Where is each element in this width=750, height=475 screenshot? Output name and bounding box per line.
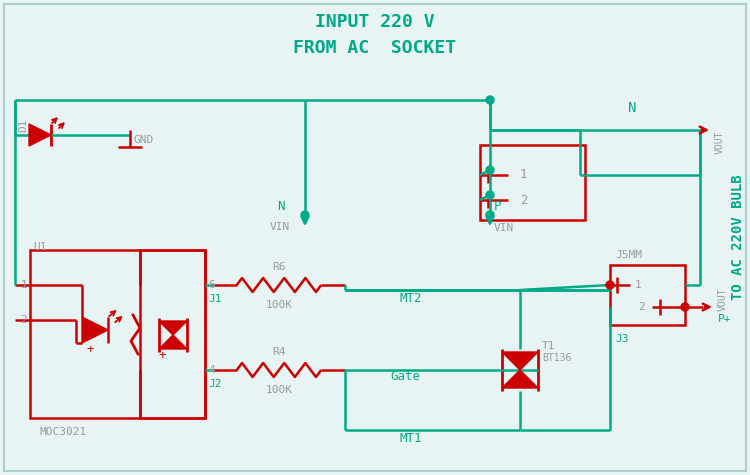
Text: 2: 2 bbox=[520, 193, 527, 207]
Circle shape bbox=[301, 211, 309, 219]
Text: FROM AC  SOCKET: FROM AC SOCKET bbox=[293, 39, 457, 57]
Text: 1: 1 bbox=[520, 169, 527, 181]
Text: R4: R4 bbox=[272, 347, 286, 357]
Polygon shape bbox=[502, 352, 538, 370]
Bar bbox=[30, 250, 205, 418]
Circle shape bbox=[606, 281, 614, 289]
Text: MOC3021: MOC3021 bbox=[40, 427, 87, 437]
Bar bbox=[140, 250, 205, 418]
Text: +: + bbox=[86, 342, 94, 355]
Text: 100K: 100K bbox=[266, 300, 292, 310]
Text: VOUT: VOUT bbox=[718, 287, 728, 311]
Text: U1: U1 bbox=[33, 242, 46, 252]
Text: R6: R6 bbox=[272, 262, 286, 272]
Text: 1: 1 bbox=[20, 280, 27, 290]
Circle shape bbox=[486, 96, 494, 104]
Text: N: N bbox=[278, 200, 285, 213]
Text: J2: J2 bbox=[208, 379, 221, 389]
Text: J1: J1 bbox=[208, 294, 221, 304]
Polygon shape bbox=[159, 321, 187, 335]
Text: MT2: MT2 bbox=[400, 292, 422, 304]
Text: INPUT 220 V: INPUT 220 V bbox=[315, 13, 435, 31]
Polygon shape bbox=[159, 335, 187, 349]
Circle shape bbox=[486, 191, 494, 199]
Text: GND: GND bbox=[134, 135, 154, 145]
Polygon shape bbox=[502, 370, 538, 388]
Text: TO AC 220V BULB: TO AC 220V BULB bbox=[731, 174, 745, 300]
Bar bbox=[480, 145, 585, 220]
Text: T1: T1 bbox=[542, 341, 556, 351]
Text: J5MM: J5MM bbox=[615, 250, 642, 260]
Circle shape bbox=[486, 211, 494, 219]
Text: VIN: VIN bbox=[494, 223, 514, 233]
Bar bbox=[610, 265, 685, 325]
Text: 2: 2 bbox=[638, 302, 645, 312]
Text: P: P bbox=[494, 200, 502, 213]
Text: P+: P+ bbox=[718, 314, 731, 324]
Polygon shape bbox=[82, 317, 108, 343]
Text: MT1: MT1 bbox=[400, 431, 422, 445]
Text: Gate: Gate bbox=[390, 370, 420, 382]
Text: N: N bbox=[628, 101, 636, 115]
Text: 4: 4 bbox=[208, 365, 214, 375]
Text: 6: 6 bbox=[208, 280, 214, 290]
Polygon shape bbox=[29, 124, 51, 146]
Text: J3: J3 bbox=[615, 334, 628, 344]
Text: +: + bbox=[158, 350, 166, 362]
Text: D1: D1 bbox=[18, 118, 28, 132]
Text: BT136: BT136 bbox=[542, 353, 572, 363]
Text: 1: 1 bbox=[635, 280, 642, 290]
Circle shape bbox=[681, 303, 689, 311]
Text: 100K: 100K bbox=[266, 385, 292, 395]
Text: VIN: VIN bbox=[270, 222, 290, 232]
Text: VOUT: VOUT bbox=[715, 130, 725, 154]
Text: 2: 2 bbox=[20, 315, 27, 325]
Circle shape bbox=[486, 166, 494, 174]
